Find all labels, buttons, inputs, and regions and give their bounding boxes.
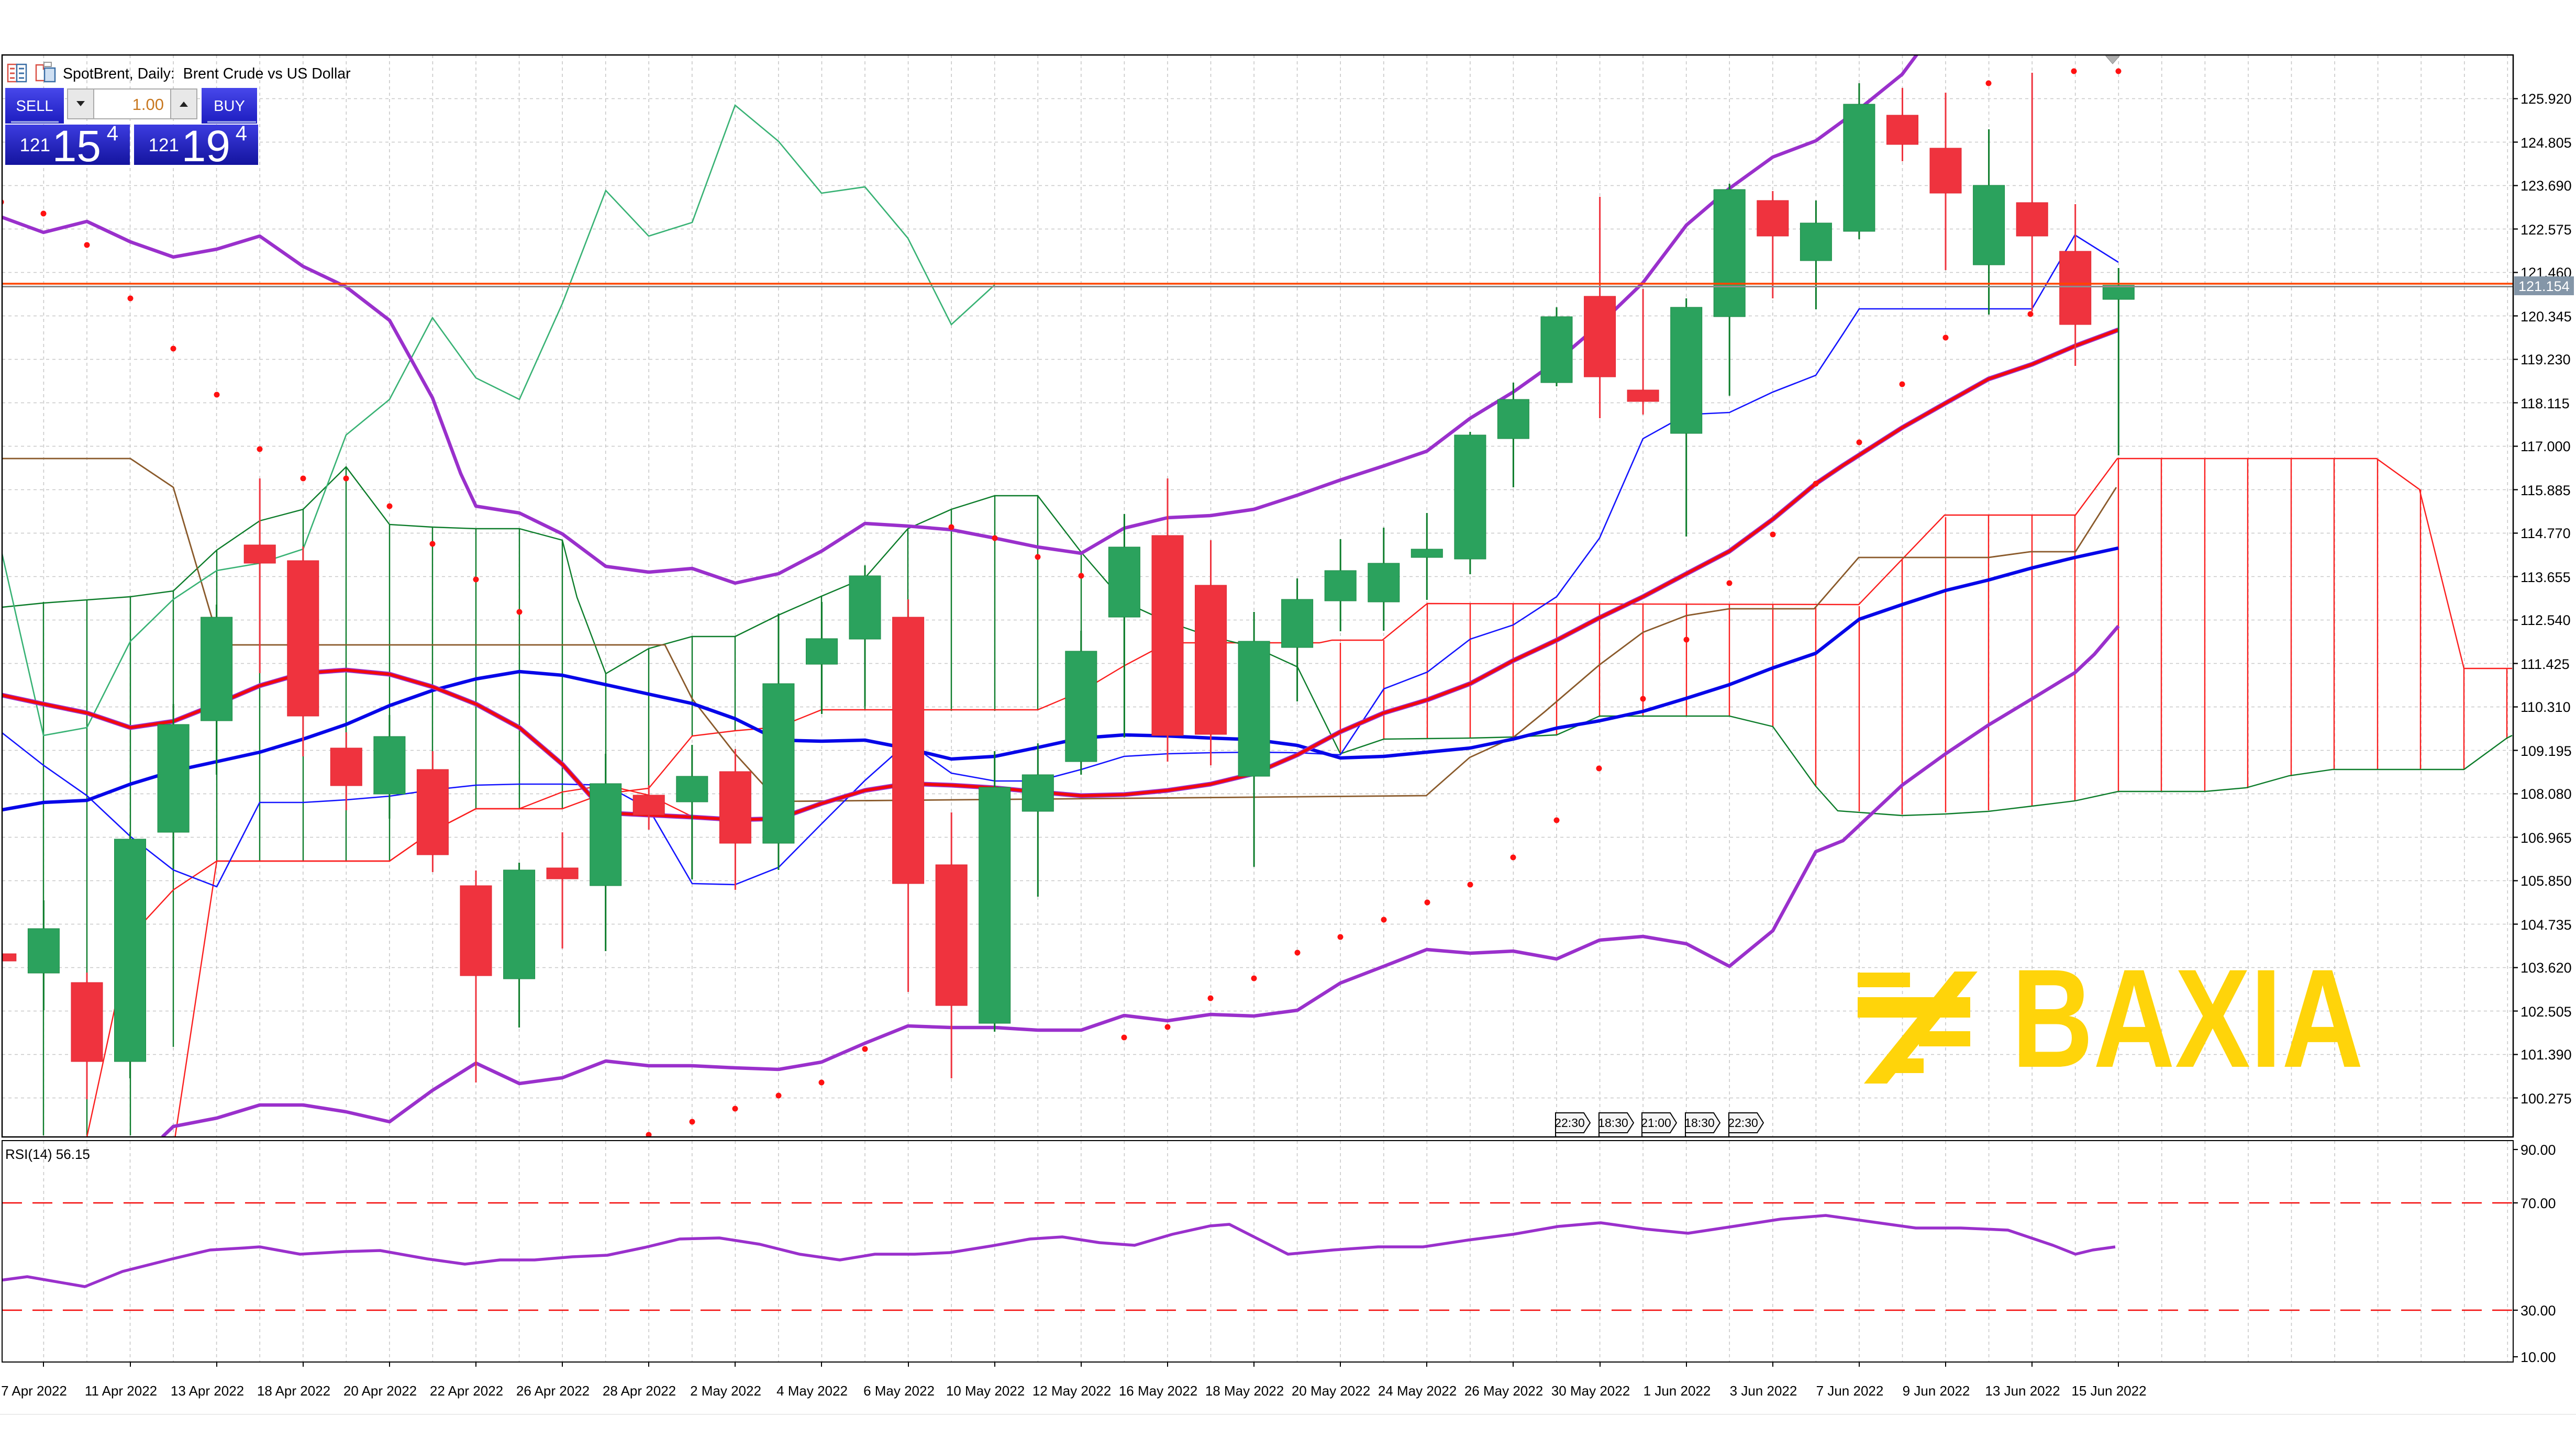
svg-text:109.195: 109.195 [2521, 743, 2572, 759]
svg-text:121: 121 [20, 135, 50, 155]
svg-text:102.505: 102.505 [2521, 1004, 2572, 1020]
svg-text:18 May 2022: 18 May 2022 [1205, 1383, 1284, 1399]
svg-text:10.00: 10.00 [2521, 1349, 2556, 1365]
svg-text:100.275: 100.275 [2521, 1091, 2572, 1107]
svg-text:4: 4 [107, 122, 118, 145]
svg-text:20 Apr 2022: 20 Apr 2022 [343, 1383, 417, 1399]
svg-text:121.154: 121.154 [2518, 278, 2570, 294]
svg-text:10 May 2022: 10 May 2022 [946, 1383, 1025, 1399]
svg-text:BAXIA: BAXIA [2012, 940, 2363, 1097]
svg-text:18:30: 18:30 [1684, 1116, 1715, 1130]
svg-text:28 Apr 2022: 28 Apr 2022 [603, 1383, 676, 1399]
svg-text:13 Jun 2022: 13 Jun 2022 [1985, 1383, 2060, 1399]
svg-text:RSI(14) 56.15: RSI(14) 56.15 [5, 1146, 90, 1162]
svg-text:26 Apr 2022: 26 Apr 2022 [516, 1383, 590, 1399]
svg-text:18 Apr 2022: 18 Apr 2022 [257, 1383, 330, 1399]
svg-text:22:30: 22:30 [1728, 1116, 1758, 1130]
svg-text:4 May 2022: 4 May 2022 [776, 1383, 848, 1399]
svg-text:101.390: 101.390 [2521, 1047, 2572, 1063]
svg-text:70.00: 70.00 [2521, 1196, 2556, 1211]
svg-text:111.425: 111.425 [2521, 656, 2570, 672]
svg-text:114.770: 114.770 [2521, 526, 2571, 541]
svg-text:9 Jun 2022: 9 Jun 2022 [1903, 1383, 1970, 1399]
svg-text:26 May 2022: 26 May 2022 [1464, 1383, 1543, 1399]
svg-text:123.690: 123.690 [2521, 178, 2572, 194]
svg-text:SpotBrent, Daily: Brent Crude: SpotBrent, Daily: Brent Crude vs US Doll… [63, 65, 351, 82]
svg-text:7 Jun 2022: 7 Jun 2022 [1816, 1383, 1884, 1399]
svg-text:122.575: 122.575 [2521, 222, 2572, 238]
svg-text:125.920: 125.920 [2521, 91, 2572, 107]
svg-text:15: 15 [52, 121, 101, 171]
svg-text:15 Jun 2022: 15 Jun 2022 [2071, 1383, 2146, 1399]
svg-text:6 May 2022: 6 May 2022 [863, 1383, 935, 1399]
svg-text:121: 121 [149, 135, 179, 155]
svg-text:30 May 2022: 30 May 2022 [1551, 1383, 1630, 1399]
svg-text:119.230: 119.230 [2521, 352, 2571, 367]
svg-text:105.850: 105.850 [2521, 873, 2572, 889]
svg-text:112.540: 112.540 [2521, 612, 2571, 628]
svg-text:103.620: 103.620 [2521, 960, 2572, 976]
svg-text:19: 19 [182, 121, 230, 171]
svg-text:120.345: 120.345 [2521, 309, 2572, 325]
svg-text:7 Apr 2022: 7 Apr 2022 [1, 1383, 67, 1399]
svg-text:104.735: 104.735 [2521, 917, 2572, 933]
svg-text:1 Jun 2022: 1 Jun 2022 [1644, 1383, 1711, 1399]
svg-text:BUY: BUY [214, 98, 245, 115]
svg-text:16 May 2022: 16 May 2022 [1119, 1383, 1197, 1399]
svg-text:108.080: 108.080 [2521, 786, 2572, 802]
svg-text:118.115: 118.115 [2521, 396, 2570, 411]
svg-text:13 Apr 2022: 13 Apr 2022 [171, 1383, 244, 1399]
svg-text:4: 4 [236, 122, 247, 145]
svg-text:24 May 2022: 24 May 2022 [1378, 1383, 1457, 1399]
svg-text:117.000: 117.000 [2521, 439, 2571, 454]
svg-text:2 May 2022: 2 May 2022 [690, 1383, 761, 1399]
svg-text:22 Apr 2022: 22 Apr 2022 [430, 1383, 503, 1399]
svg-text:110.310: 110.310 [2521, 699, 2571, 715]
svg-text:3 Jun 2022: 3 Jun 2022 [1730, 1383, 1797, 1399]
svg-text:11 Apr 2022: 11 Apr 2022 [85, 1383, 157, 1399]
svg-text:113.655: 113.655 [2521, 570, 2571, 585]
svg-text:21:00: 21:00 [1641, 1116, 1671, 1130]
svg-text:22:30: 22:30 [1555, 1116, 1585, 1130]
svg-text:90.00: 90.00 [2521, 1142, 2556, 1158]
svg-text:124.805: 124.805 [2521, 135, 2572, 151]
svg-text:18:30: 18:30 [1598, 1116, 1628, 1130]
svg-text:30.00: 30.00 [2521, 1303, 2556, 1319]
svg-text:SELL: SELL [16, 98, 53, 115]
svg-text:12 May 2022: 12 May 2022 [1032, 1383, 1111, 1399]
svg-text:115.885: 115.885 [2521, 483, 2571, 498]
svg-text:106.965: 106.965 [2521, 830, 2572, 846]
svg-text:20 May 2022: 20 May 2022 [1292, 1383, 1370, 1399]
svg-text:1.00: 1.00 [132, 95, 164, 114]
